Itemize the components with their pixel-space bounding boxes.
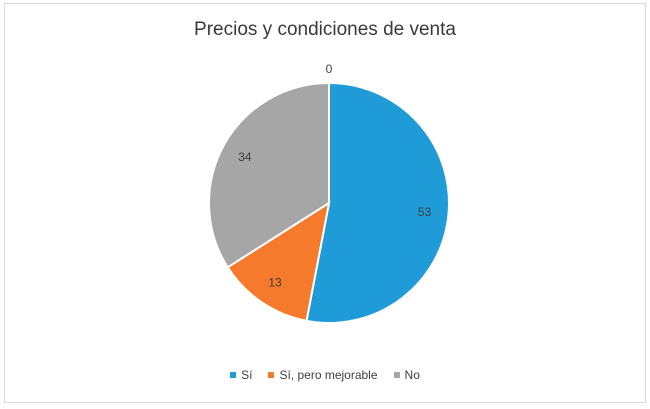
legend-label-si-pero-mejorable: Sí, pero mejorable	[279, 368, 378, 382]
data-label-si-pero-mejorable: 13	[268, 275, 282, 289]
pie-slice-no	[208, 81, 330, 269]
legend-label-si: Sí	[241, 368, 253, 382]
legend-swatch-no	[393, 372, 400, 378]
data-label-si: 53	[418, 205, 432, 219]
data-label-no: 34	[238, 150, 252, 164]
legend-item-si: Sí	[230, 368, 252, 382]
legend-item-si-pero-mejorable: Sí, pero mejorable	[268, 368, 378, 382]
pie-slice-si	[305, 81, 450, 324]
chart-legend: Sí Sí, pero mejorable No	[0, 368, 650, 382]
legend-swatch-si-pero-mejorable	[268, 372, 275, 378]
pie-slice-si-pero-mejorable	[226, 200, 331, 323]
legend-label-no: No	[404, 368, 420, 382]
data-label-unlabeled: 0	[326, 62, 333, 76]
chart-title: Precios y condiciones de venta	[194, 19, 456, 40]
legend-swatch-si	[230, 372, 237, 378]
legend-item-no: No	[393, 368, 420, 382]
